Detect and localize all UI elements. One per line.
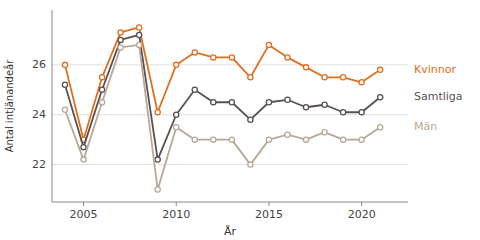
y-tick-label: 22 [32, 158, 46, 171]
series-point [155, 187, 160, 192]
series-point [303, 65, 308, 70]
series-point [118, 37, 123, 42]
series-point [359, 137, 364, 142]
series-point [137, 25, 142, 30]
series-point [378, 67, 383, 72]
series-point [62, 62, 67, 67]
series-point [99, 100, 104, 105]
series-point [137, 32, 142, 37]
series-point [211, 100, 216, 105]
series [62, 42, 382, 192]
y-axis-label: Antal intjänandeår [3, 59, 15, 153]
series-point [118, 45, 123, 50]
series-line [65, 45, 380, 190]
series-point [81, 145, 86, 150]
series-point [155, 110, 160, 115]
series-point [174, 112, 179, 117]
series-point [229, 100, 234, 105]
x-tick-label: 2010 [162, 208, 190, 221]
grid-line [52, 64, 408, 65]
x-tick-label: 2005 [70, 208, 98, 221]
series-point [174, 125, 179, 130]
series-point [248, 75, 253, 80]
series-point [285, 132, 290, 137]
x-tick [361, 202, 362, 206]
x-tick-label: 2020 [348, 208, 376, 221]
series-point [229, 55, 234, 60]
series-point [155, 157, 160, 162]
legend-entry: Samtliga [414, 90, 463, 103]
series-point [211, 55, 216, 60]
chart-container: 22 24 26 2005 2010 2015 2020 År Antal intjänande… [0, 0, 480, 240]
legend-entry: Män [414, 120, 437, 133]
series-point [248, 162, 253, 167]
series-point [99, 75, 104, 80]
series-point [341, 137, 346, 142]
series-point [192, 50, 197, 55]
series-point [174, 62, 179, 67]
x-tick [83, 202, 84, 206]
grid-line [52, 114, 408, 115]
y-tick-label: 24 [32, 108, 46, 121]
series-point [192, 137, 197, 142]
legend: Kvinnor Samtliga Män [414, 63, 463, 133]
plot-data [62, 25, 382, 192]
series-point [322, 130, 327, 135]
series-line [65, 27, 380, 139]
series-point [99, 87, 104, 92]
series-point [266, 100, 271, 105]
series-point [285, 55, 290, 60]
x-axis-label: År [224, 225, 237, 238]
series-point [192, 87, 197, 92]
series-point [137, 42, 142, 47]
series-line [65, 35, 380, 160]
series-point [62, 82, 67, 87]
series-point [303, 137, 308, 142]
x-tick [268, 202, 269, 206]
series-point [229, 137, 234, 142]
series-point [322, 102, 327, 107]
series-point [322, 75, 327, 80]
x-tick-label: 2015 [255, 208, 283, 221]
series-point [285, 97, 290, 102]
series-point [266, 42, 271, 47]
grid-line [52, 164, 408, 165]
series [62, 32, 382, 162]
series-point [359, 80, 364, 85]
y-tick-label: 26 [32, 58, 46, 71]
series-point [81, 157, 86, 162]
series [62, 25, 382, 142]
series-point [248, 117, 253, 122]
series-point [118, 30, 123, 35]
series-point [62, 107, 67, 112]
series-point [341, 110, 346, 115]
chart: 22 24 26 2005 2010 2015 2020 År Antal intjänande… [0, 0, 480, 240]
legend-entry: Kvinnor [414, 63, 456, 76]
series-point [266, 137, 271, 142]
series-point [359, 110, 364, 115]
series-point [303, 105, 308, 110]
x-tick [176, 202, 177, 206]
y-axis-line [52, 10, 53, 202]
series-point [378, 125, 383, 130]
series-point [341, 75, 346, 80]
x-axis-line [52, 202, 408, 203]
series-point [378, 95, 383, 100]
series-point [211, 137, 216, 142]
